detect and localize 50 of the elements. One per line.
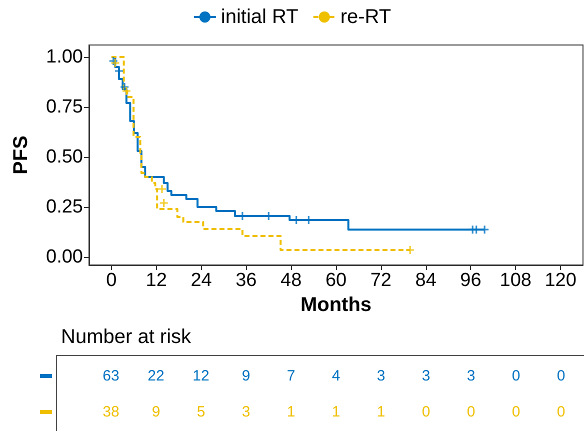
data-label: 3 xyxy=(422,368,430,384)
point xyxy=(406,246,414,254)
y-tick-label: 0.75 xyxy=(46,96,83,118)
legend-label: re-RT xyxy=(340,6,392,28)
point xyxy=(122,87,130,95)
x-tick-label: 72 xyxy=(370,270,392,291)
legend-label: initial RT xyxy=(220,6,298,28)
x-tick-label: 108 xyxy=(500,270,532,291)
x-tick-label: 84 xyxy=(415,270,437,291)
data-label: 1 xyxy=(286,404,296,420)
data-label: 1 xyxy=(376,404,386,420)
data-label: 5 xyxy=(196,404,206,420)
y-tick-label: 0.25 xyxy=(46,196,83,218)
data-label: 12 xyxy=(192,368,210,384)
data-label: 38 xyxy=(102,404,120,420)
y-tick-label: 1.00 xyxy=(46,46,83,68)
data-label: 0 xyxy=(556,368,566,384)
x-tick-label: 36 xyxy=(236,270,257,291)
data-label: 9 xyxy=(242,368,250,384)
point xyxy=(114,67,123,75)
point xyxy=(158,185,166,193)
data-label: 4 xyxy=(332,368,340,384)
y-tick-label: 0.00 xyxy=(46,246,83,268)
x-tick-label: 48 xyxy=(280,270,302,291)
data-label: 0 xyxy=(556,404,566,420)
x-axis-title: Months xyxy=(300,294,372,316)
data-label: 0 xyxy=(512,368,520,384)
data-label: 0 xyxy=(466,404,476,420)
x-tick-label: 96 xyxy=(460,270,482,291)
data-label: 9 xyxy=(152,404,160,420)
y-tick-label: 0.50 xyxy=(46,146,83,168)
point xyxy=(480,226,489,234)
data-label: 63 xyxy=(102,368,120,384)
data-label: 7 xyxy=(286,368,296,384)
x-tick-label: 60 xyxy=(325,270,347,291)
x-tick-label: 24 xyxy=(190,270,212,291)
data-label: 1 xyxy=(332,404,340,420)
data-label: 0 xyxy=(512,404,520,420)
data-label: 3 xyxy=(466,368,476,384)
x-tick-label: 12 xyxy=(146,270,167,291)
point xyxy=(160,199,168,207)
point xyxy=(472,226,480,234)
x-tick-label: 0 xyxy=(106,270,117,291)
y-axis-title: PFS xyxy=(10,136,32,174)
data-label: 3 xyxy=(242,404,250,420)
x-tick-label: 120 xyxy=(544,270,576,291)
data-label: 0 xyxy=(422,404,430,420)
data-label: 22 xyxy=(148,368,164,384)
chart-title: Number at risk xyxy=(61,326,192,348)
data-label: 3 xyxy=(376,368,386,384)
